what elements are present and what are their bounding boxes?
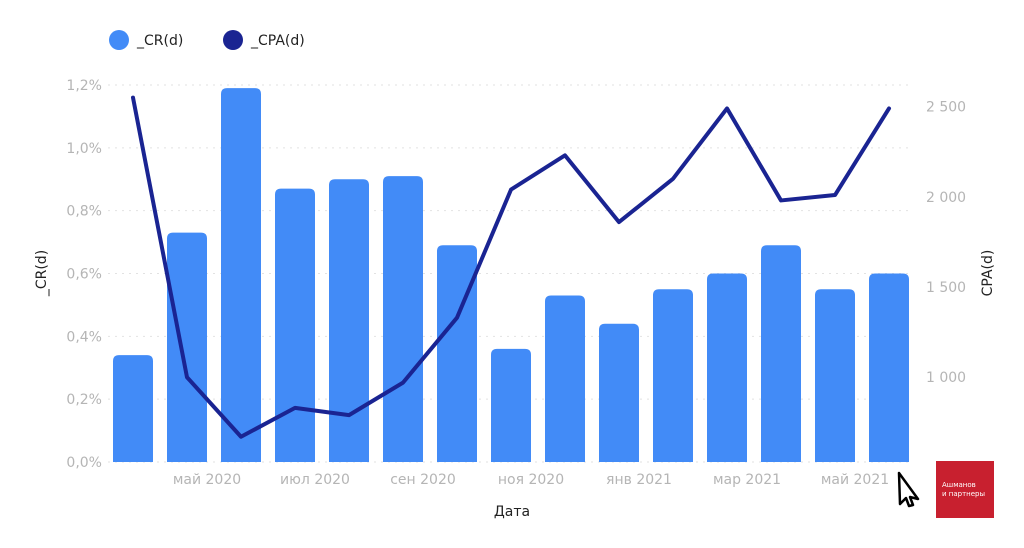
cr-bars [113,88,909,463]
x-tick-label: мар 2021 [713,472,781,488]
legend-dot-cr [109,30,129,50]
y-left-tick-label: 0,2% [66,392,102,408]
legend-dot-cpa [223,30,243,50]
cpa-line [131,95,891,439]
brand-logo: Ашманов и партнеры [936,461,994,518]
y-axis-left-title: _CR(d) [34,250,50,297]
cr-bar [491,348,531,462]
cr-bar [167,232,207,462]
cr-bar [815,289,855,462]
x-axis-ticks: май 2020 июл 2020 сен 2020 ноя 2020 янв 2021… [173,472,889,488]
y-right-tick-label: 2 000 [926,190,966,206]
x-tick-label: янв 2021 [606,472,672,488]
x-tick-label: ноя 2020 [498,472,564,488]
x-axis-title: Дата [494,504,530,520]
cr-bar [221,88,261,463]
right-axis-ticks: 1 000 1 500 2 000 2 500 [926,100,966,387]
y-right-tick-label: 1 500 [926,280,966,296]
y-left-tick-label: 0,4% [66,329,102,345]
y-left-tick-label: 1,0% [66,141,102,157]
y-left-tick-label: 0,6% [66,267,102,283]
logo-line-1: Ашманов [942,480,976,489]
y-left-tick-label: 0,0% [66,455,102,471]
cr-bar [329,179,369,462]
cr-bar [437,245,477,462]
y-right-tick-label: 2 500 [926,100,966,116]
y-left-tick-label: 1,2% [66,78,102,94]
cr-bar [599,323,639,462]
logo-line-2: и партнеры [942,489,986,498]
x-tick-label: май 2020 [173,472,241,488]
cr-bar [869,273,909,462]
cr-bar [275,188,315,463]
left-axis-ticks: 0,0% 0,2% 0,4% 0,6% 0,8% 1,0% 1,2% [66,78,102,471]
y-right-tick-label: 1 000 [926,370,966,386]
x-tick-label: июл 2020 [280,472,350,488]
x-tick-label: сен 2020 [390,472,456,488]
y-axis-right-title: CPA(d) [980,250,996,297]
x-tick-label: май 2021 [821,472,889,488]
cr-bar [383,176,423,462]
y-left-tick-label: 0,8% [66,204,102,220]
legend-label-cr: _CR(d) [136,33,183,49]
legend-label-cpa: _CPA(d) [250,33,305,49]
cpa-line-layer [131,95,891,439]
cr-bar [761,245,801,462]
cr-bar [707,273,747,462]
cursor-logo-icon [897,471,920,508]
cr-bar [113,355,153,462]
legend: _CR(d) _CPA(d) [109,30,305,50]
cr-bar [545,295,585,462]
cr-bar [653,289,693,462]
